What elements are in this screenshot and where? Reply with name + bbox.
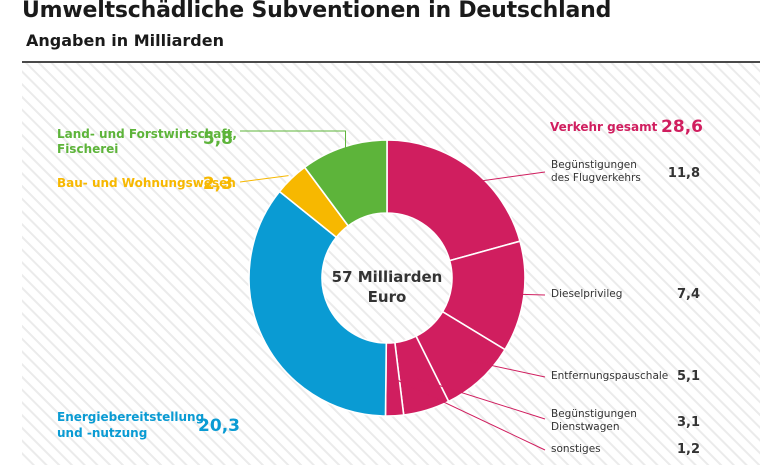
slice-beguenstigungen-des-flugverkehrs (386, 139, 521, 262)
chart-subtitle: Angaben in Milliarden (26, 31, 224, 50)
chart-title: Umweltschädliche Subventionen in Deutsch… (22, 0, 612, 23)
sub-label-entfernungspauschale: Entfernungspauschale (551, 370, 668, 382)
title-rule (22, 61, 760, 63)
sub-value-dieselprivileg: 7,4 (677, 287, 700, 302)
group-label-land-line2: Fischerei (57, 142, 118, 156)
leader-line-beguenstigungen-des-flugverkehrs (458, 171, 546, 185)
group-value-bau: 2,3 (203, 174, 233, 194)
leader-line-dieselprivileg (500, 293, 546, 296)
group-label-verkehr: Verkehr gesamt (550, 120, 658, 134)
center-label-line2: Euro (368, 288, 407, 306)
sub-label-beguenstigungen-des-flugverkehrs-line2: des Flugverkehrs (551, 172, 641, 184)
group-value-land: 5,8 (203, 129, 233, 149)
group-label-energie-line2: und -nutzung (57, 426, 147, 440)
leader-line-beguenstigungen-dienstwagen (417, 378, 546, 420)
slice-energiebereitstellung-und-nutzung (248, 190, 388, 417)
center-label-line1: 57 Milliarden (332, 268, 443, 286)
sub-value-beguenstigungen-dienstwagen: 3,1 (677, 415, 700, 430)
sub-label-beguenstigungen-dienstwagen: Begünstigungen (551, 408, 637, 420)
group-label-bau: Bau- und Wohnungswesen (57, 176, 236, 190)
sub-value-beguenstigungen-des-flugverkehrs: 11,8 (668, 166, 700, 181)
sub-label-beguenstigungen-des-flugverkehrs: Begünstigungen (551, 159, 637, 171)
group-label-land: Land- und Forstwirtschaft, (57, 127, 237, 141)
sub-value-entfernungspauschale: 5,1 (677, 369, 700, 384)
group-value-energie: 20,3 (198, 416, 240, 436)
leader-line-sonstiges (392, 377, 546, 451)
sub-label-beguenstigungen-dienstwagen-line2: Dienstwagen (551, 421, 620, 433)
slice-land-und-forstwirtschaft-fischerei (303, 139, 388, 227)
group-label-energie: Energiebereitstellung (57, 410, 204, 424)
sub-label-dieselprivileg: Dieselprivileg (551, 288, 622, 300)
leader-line-entfernungspauschale (461, 358, 546, 378)
sub-label-sonstiges: sonstiges (551, 443, 601, 455)
sub-value-sonstiges: 1,2 (677, 442, 700, 457)
group-value-verkehr: 28,6 (661, 117, 703, 137)
leader-line-land (240, 130, 347, 153)
leader-line-bau (239, 175, 289, 183)
